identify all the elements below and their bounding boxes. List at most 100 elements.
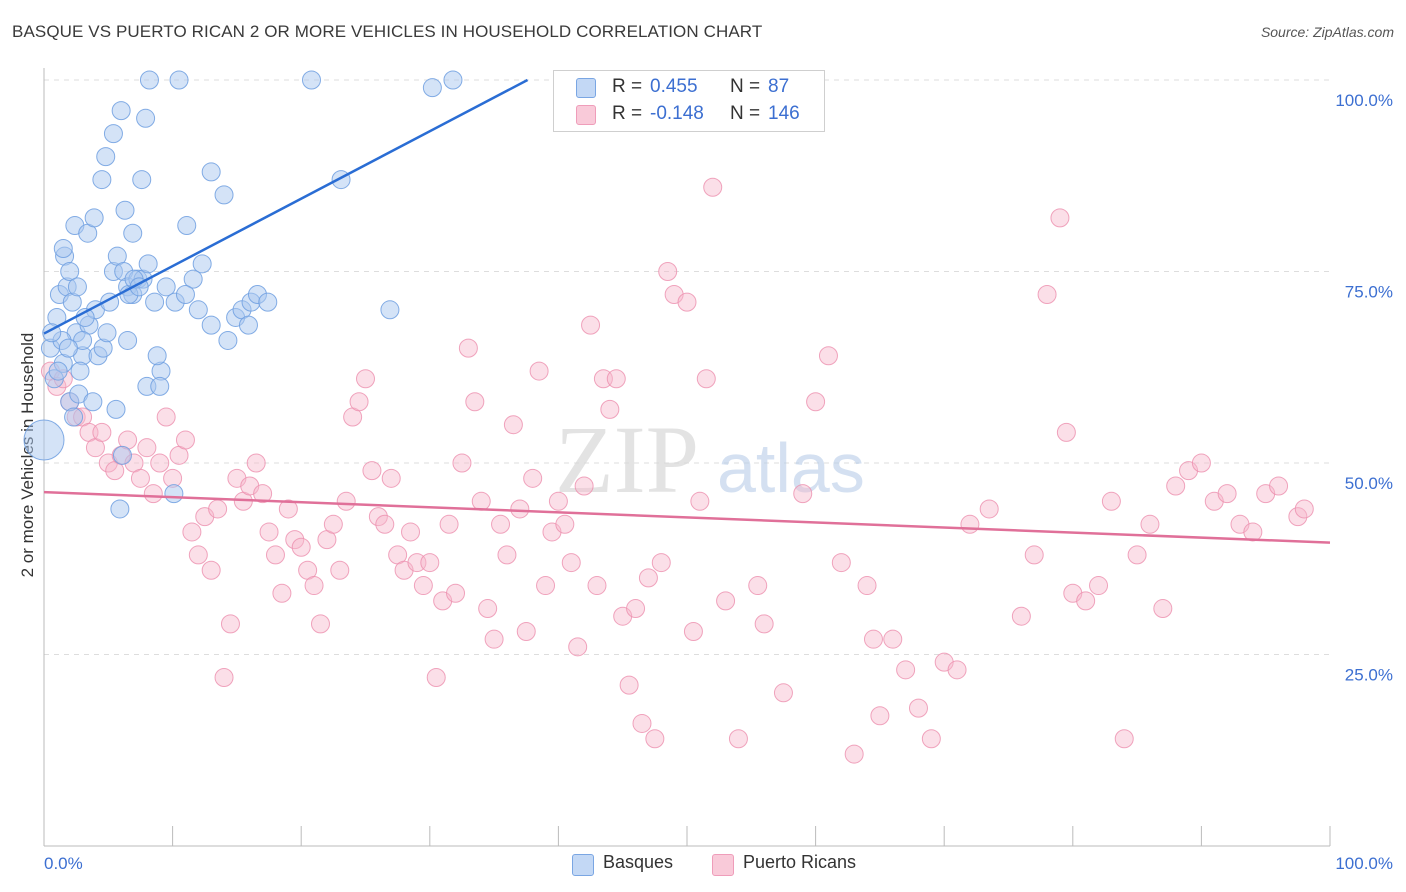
basque-point xyxy=(183,269,203,289)
legend-n-value: 146 xyxy=(768,103,800,124)
puerto-rican-point xyxy=(452,453,472,473)
basque-point xyxy=(138,254,158,274)
puerto-rican-point xyxy=(793,484,813,504)
legend-n-value: 87 xyxy=(768,76,790,97)
puerto-rican-point xyxy=(471,491,491,511)
puerto-rican-point xyxy=(253,484,273,504)
puerto-rican-point xyxy=(818,346,838,366)
puerto-rican-point xyxy=(478,599,498,619)
puerto-rican-point xyxy=(677,292,697,312)
puerto-rican-point xyxy=(214,667,234,687)
basques-points xyxy=(23,70,463,519)
basque-point xyxy=(147,346,167,366)
basque-point xyxy=(177,216,197,236)
puerto-rican-point xyxy=(651,553,671,573)
puerto-rican-point xyxy=(773,683,793,703)
grid-lines xyxy=(44,79,1330,655)
puerto-rican-point xyxy=(870,706,890,726)
puerto-rican-point xyxy=(356,369,375,389)
basque-point xyxy=(214,185,234,205)
basque-point xyxy=(132,170,152,190)
puerto-rican-point xyxy=(349,392,369,412)
basque-point xyxy=(380,300,400,320)
puerto-rican-point xyxy=(137,438,157,458)
basque-point xyxy=(150,376,170,396)
trend-lines xyxy=(43,78,1331,544)
puerto-rican-point xyxy=(754,614,774,634)
puerto-rican-point xyxy=(748,576,768,596)
basque-point xyxy=(96,147,116,167)
basque-point xyxy=(145,292,165,312)
puerto-rican-point xyxy=(208,499,228,519)
basque-point xyxy=(103,124,123,144)
puerto-rican-point xyxy=(1056,422,1076,442)
watermark-atlas: atlas xyxy=(717,429,865,507)
puerto-rican-point xyxy=(1024,545,1044,565)
puerto-rican-point xyxy=(979,499,999,519)
puerto-rican-point xyxy=(683,622,703,642)
puerto-rican-point xyxy=(844,744,864,764)
basque-point xyxy=(111,101,131,121)
puerto-rican-point xyxy=(143,484,163,504)
basque-point xyxy=(58,338,78,358)
basque-point xyxy=(301,70,321,90)
puerto-rican-point xyxy=(336,491,356,511)
basque-point xyxy=(422,78,442,98)
puerto-rican-point xyxy=(278,499,298,519)
watermark-zip: ZIP xyxy=(555,406,699,513)
puerto-rican-point xyxy=(465,392,485,412)
puerto-rican-point xyxy=(1294,499,1314,519)
puerto-rican-point xyxy=(516,622,536,642)
basques-trend-line xyxy=(43,78,529,335)
puerto-rican-point xyxy=(574,476,594,496)
puerto-ricans-trend-line xyxy=(43,490,1331,544)
legend-r-value: -0.148 xyxy=(650,103,704,124)
puerto-rican-point xyxy=(1217,484,1237,504)
puerto-rican-point xyxy=(696,369,716,389)
basque-point xyxy=(139,70,159,90)
basque-point xyxy=(67,277,87,297)
puerto-rican-point xyxy=(600,399,620,419)
puerto-rican-point xyxy=(690,491,710,511)
puerto-rican-point xyxy=(561,553,581,573)
puerto-rican-point xyxy=(555,514,575,534)
puerto-rican-point xyxy=(420,553,440,573)
legend-n-label: N = xyxy=(730,103,761,124)
puerto-rican-point xyxy=(632,713,652,733)
puerto-rican-point xyxy=(619,675,639,695)
puerto-rican-point xyxy=(1114,729,1134,749)
puerto-rican-point xyxy=(857,576,877,596)
puerto-rican-point xyxy=(896,660,916,680)
basque-point xyxy=(64,407,84,427)
basque-point xyxy=(97,323,117,343)
puerto-rican-point xyxy=(1037,284,1057,304)
puerto-rican-point xyxy=(259,522,279,542)
basque-point xyxy=(169,70,189,90)
basque-point xyxy=(443,70,463,90)
basque-point xyxy=(60,262,80,281)
basque-point xyxy=(84,208,104,228)
puerto-rican-point xyxy=(484,629,504,649)
puerto-rican-point xyxy=(645,729,665,749)
puerto-rican-point xyxy=(1269,476,1289,496)
puerto-rican-point xyxy=(201,560,221,580)
puerto-rican-point xyxy=(458,338,478,358)
puerto-rican-point xyxy=(285,530,305,550)
puerto-rican-point xyxy=(497,545,517,565)
puerto-rican-point xyxy=(1127,545,1147,565)
puerto-rican-point xyxy=(831,553,851,573)
puerto-rican-point xyxy=(503,415,523,435)
basque-point xyxy=(201,162,221,182)
puerto-rican-point xyxy=(272,583,292,603)
puerto-rican-point xyxy=(548,491,568,511)
puerto-rican-point xyxy=(491,514,511,534)
puerto-rican-point xyxy=(638,568,658,588)
puerto-rican-point xyxy=(1011,606,1031,626)
x-tick-label-min: 0.0% xyxy=(44,854,83,873)
puerto-rican-point xyxy=(947,660,967,680)
puerto-rican-point xyxy=(175,430,195,450)
y-tick-label: 25.0% xyxy=(1345,666,1393,685)
puerto-rican-point xyxy=(1050,208,1070,228)
puerto-rican-point xyxy=(381,468,401,488)
basque-point xyxy=(48,361,68,381)
